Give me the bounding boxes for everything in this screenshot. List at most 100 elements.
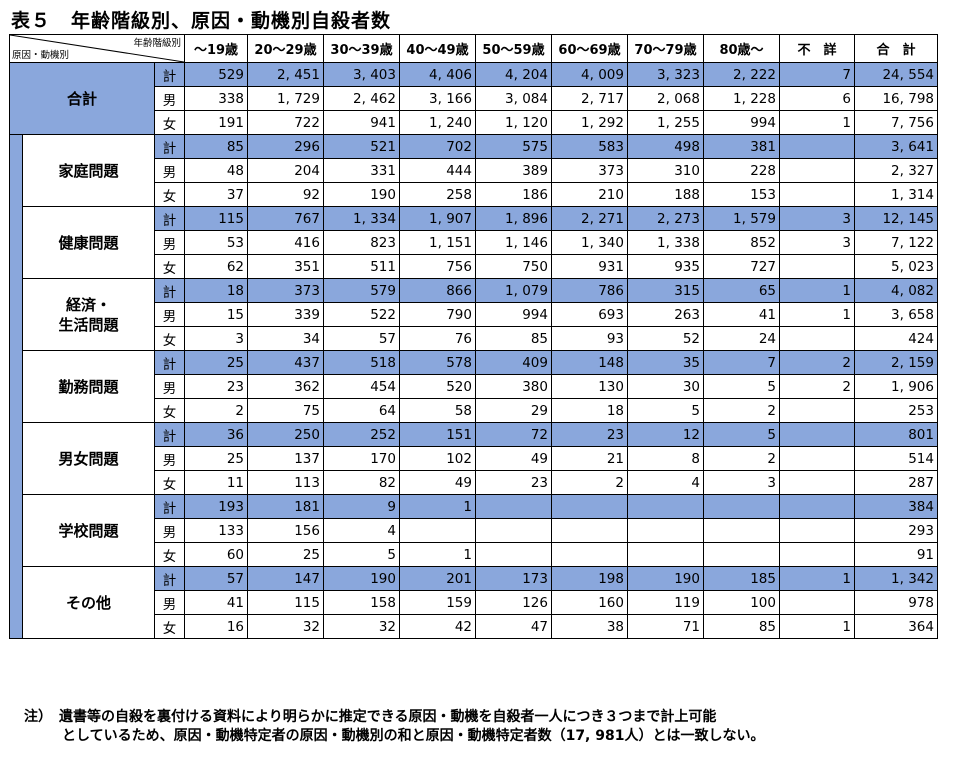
data-cell: 529 bbox=[184, 62, 248, 87]
data-cell: 252 bbox=[323, 422, 400, 447]
data-cell: 520 bbox=[399, 374, 476, 399]
data-cell: 85 bbox=[475, 326, 552, 351]
data-cell: 2 bbox=[779, 350, 855, 375]
sex-label: 計 bbox=[154, 206, 185, 231]
data-cell: 49 bbox=[399, 470, 476, 495]
sex-label: 女 bbox=[154, 398, 185, 423]
data-cell: 2, 717 bbox=[551, 86, 628, 111]
column-header: ～19歳 bbox=[184, 34, 248, 63]
data-cell: 315 bbox=[627, 278, 704, 303]
data-cell: 5 bbox=[323, 542, 400, 567]
data-cell: 2, 159 bbox=[854, 350, 938, 375]
data-cell: 296 bbox=[247, 134, 324, 159]
data-cell bbox=[399, 518, 476, 543]
data-cell: 23 bbox=[475, 470, 552, 495]
data-cell: 1, 340 bbox=[551, 230, 628, 255]
data-cell bbox=[551, 518, 628, 543]
data-cell: 722 bbox=[247, 110, 324, 135]
data-cell: 18 bbox=[551, 398, 628, 423]
data-cell: 362 bbox=[247, 374, 324, 399]
data-cell: 767 bbox=[247, 206, 324, 231]
data-cell: 1, 255 bbox=[627, 110, 704, 135]
data-cell: 437 bbox=[247, 350, 324, 375]
data-cell: 1, 292 bbox=[551, 110, 628, 135]
sex-label: 女 bbox=[154, 182, 185, 207]
column-header: 30～39歳 bbox=[323, 34, 400, 63]
data-cell: 373 bbox=[247, 278, 324, 303]
data-cell: 52 bbox=[627, 326, 704, 351]
data-cell: 188 bbox=[627, 182, 704, 207]
data-cell: 5, 023 bbox=[854, 254, 938, 279]
group-label: 家庭問題 bbox=[22, 134, 155, 207]
group-label: 合計 bbox=[9, 62, 155, 135]
data-cell: 518 bbox=[323, 350, 400, 375]
data-cell: 935 bbox=[627, 254, 704, 279]
data-cell: 823 bbox=[323, 230, 400, 255]
data-cell: 82 bbox=[323, 470, 400, 495]
data-cell: 228 bbox=[703, 158, 780, 183]
data-cell: 11 bbox=[184, 470, 248, 495]
data-cell: 190 bbox=[323, 566, 400, 591]
data-cell bbox=[779, 518, 855, 543]
data-cell: 2 bbox=[551, 470, 628, 495]
data-cell: 7, 756 bbox=[854, 110, 938, 135]
data-cell: 2 bbox=[184, 398, 248, 423]
data-cell: 3 bbox=[184, 326, 248, 351]
data-cell: 3 bbox=[779, 230, 855, 255]
data-cell: 201 bbox=[399, 566, 476, 591]
table-row: 男女問題計 36 250 252 151 72 23 12 5 801 bbox=[10, 422, 938, 495]
sex-label: 計 bbox=[154, 350, 185, 375]
data-cell: 151 bbox=[399, 422, 476, 447]
data-cell: 4 bbox=[627, 470, 704, 495]
table-row: 学校問題計 193 181 9 1 384 bbox=[10, 494, 938, 567]
data-cell bbox=[779, 182, 855, 207]
data-cell: 76 bbox=[399, 326, 476, 351]
data-cell: 2, 451 bbox=[247, 62, 324, 87]
data-cell: 339 bbox=[247, 302, 324, 327]
data-cell: 3, 641 bbox=[854, 134, 938, 159]
data-cell: 5 bbox=[703, 422, 780, 447]
data-cell: 23 bbox=[184, 374, 248, 399]
table-row: 男 48 204 331 444 389 373 310 228 2, 327 bbox=[10, 158, 938, 183]
data-cell: 186 bbox=[475, 182, 552, 207]
sex-label: 男 bbox=[154, 446, 185, 471]
data-cell: 583 bbox=[551, 134, 628, 159]
data-cell: 1 bbox=[779, 566, 855, 591]
sex-label: 計 bbox=[154, 566, 185, 591]
data-cell: 12 bbox=[627, 422, 704, 447]
sex-label: 計 bbox=[154, 494, 185, 519]
data-cell: 522 bbox=[323, 302, 400, 327]
data-cell: 790 bbox=[399, 302, 476, 327]
table-row: 勤務問題計 25 437 518 578 409 148 35 7 2 2, 159 bbox=[10, 350, 938, 423]
data-cell: 193 bbox=[184, 494, 248, 519]
column-header: 60～69歳 bbox=[551, 34, 628, 63]
data-cell: 1, 342 bbox=[854, 566, 938, 591]
data-cell: 693 bbox=[551, 302, 628, 327]
data-cell bbox=[627, 518, 704, 543]
diagonal-line bbox=[10, 35, 184, 62]
data-cell bbox=[551, 542, 628, 567]
sex-label: 男 bbox=[154, 374, 185, 399]
data-cell: 852 bbox=[703, 230, 780, 255]
data-cell: 3, 403 bbox=[323, 62, 400, 87]
data-cell: 263 bbox=[627, 302, 704, 327]
data-cell: 1 bbox=[779, 302, 855, 327]
data-cell: 1, 314 bbox=[854, 182, 938, 207]
data-cell: 364 bbox=[854, 614, 938, 639]
data-cell: 8 bbox=[627, 446, 704, 471]
data-cell: 115 bbox=[184, 206, 248, 231]
data-cell: 1, 228 bbox=[703, 86, 780, 111]
sex-label: 男 bbox=[154, 302, 185, 327]
data-cell: 25 bbox=[184, 350, 248, 375]
data-cell: 4, 082 bbox=[854, 278, 938, 303]
table-row: 男 23 362 454 520 380 130 30 5 2 1, 906 bbox=[10, 374, 938, 399]
suicide-stats-table: 年齢階級別 原因・動機別 ～19歳 20～29歳 30～39歳 40～49歳 50～59… bbox=[9, 34, 938, 639]
data-cell: 2, 271 bbox=[551, 206, 628, 231]
data-cell: 4 bbox=[323, 518, 400, 543]
data-cell: 9 bbox=[323, 494, 400, 519]
data-cell: 191 bbox=[184, 110, 248, 135]
sex-label: 男 bbox=[154, 590, 185, 615]
group-label: 経済・ 生活問題 bbox=[22, 278, 155, 351]
data-cell: 3, 658 bbox=[854, 302, 938, 327]
data-cell: 1, 151 bbox=[399, 230, 476, 255]
